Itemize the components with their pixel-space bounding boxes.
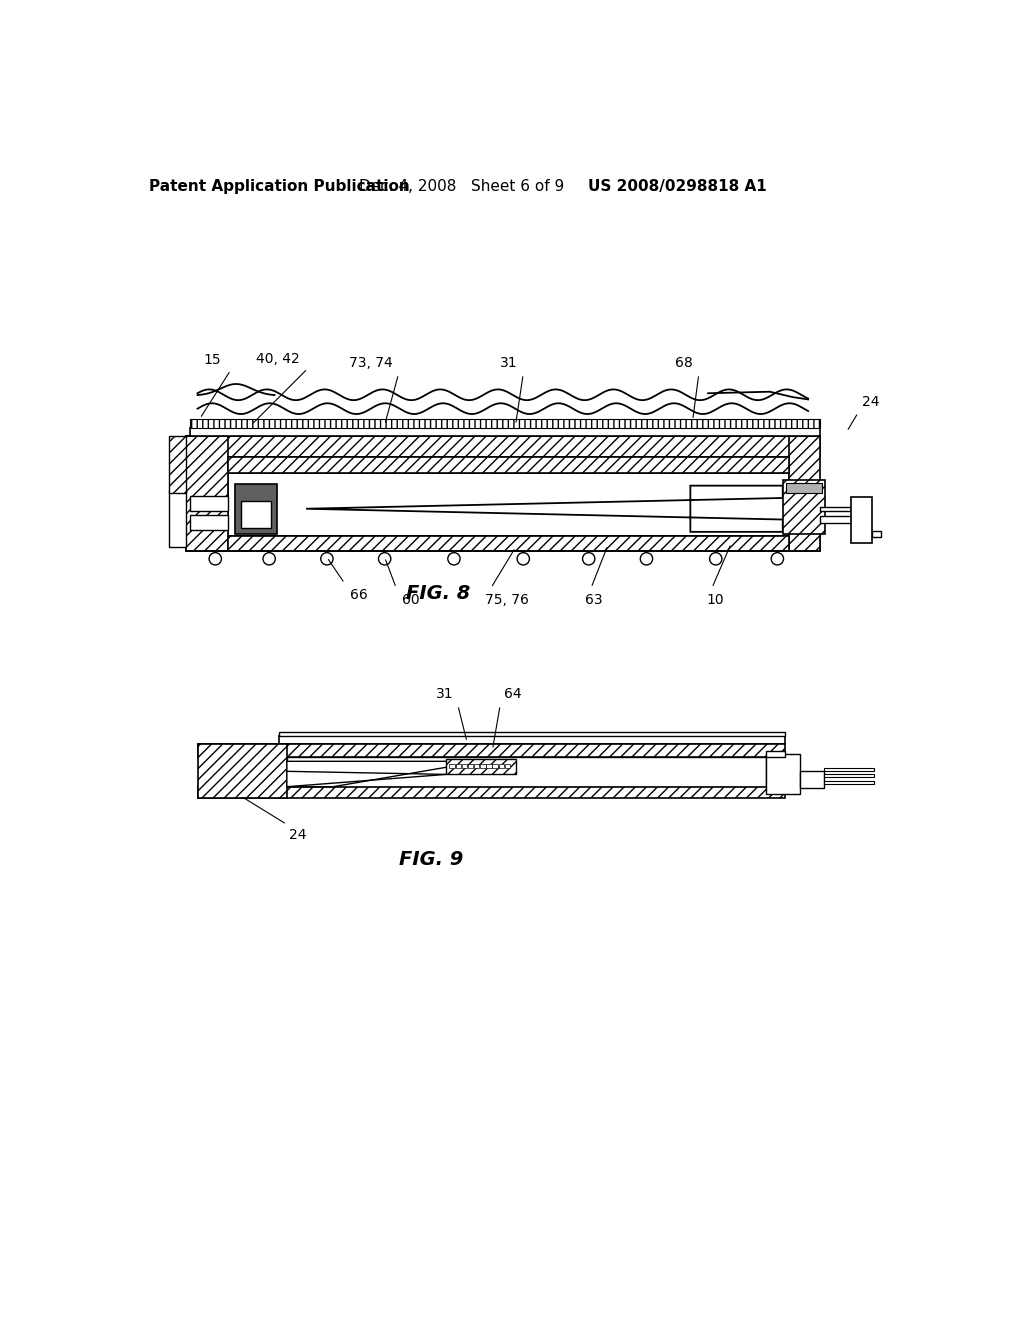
Bar [872, 531, 882, 537]
Text: 10: 10 [707, 593, 724, 607]
Circle shape [321, 553, 333, 565]
Bar [189, 515, 228, 531]
Bar [819, 507, 851, 511]
Bar [788, 436, 819, 552]
Text: 73, 74: 73, 74 [348, 356, 392, 370]
Circle shape [640, 553, 652, 565]
Text: 31: 31 [436, 688, 454, 701]
Bar [819, 516, 851, 523]
Bar [280, 733, 785, 737]
Bar [474, 763, 479, 768]
Bar [199, 787, 785, 797]
Text: Dec. 4, 2008   Sheet 6 of 9: Dec. 4, 2008 Sheet 6 of 9 [359, 180, 564, 194]
Bar [189, 418, 819, 428]
Polygon shape [287, 762, 481, 787]
Circle shape [209, 553, 221, 565]
Text: 24: 24 [862, 395, 880, 409]
Text: 60: 60 [401, 593, 419, 607]
Bar [456, 763, 461, 768]
Bar [450, 763, 455, 768]
Bar [468, 763, 473, 768]
Circle shape [710, 553, 722, 565]
Circle shape [263, 553, 275, 565]
Bar [782, 480, 825, 535]
Bar [199, 743, 785, 758]
Text: 31: 31 [500, 356, 517, 370]
Bar [228, 536, 788, 552]
Text: Patent Application Publication: Patent Application Publication [148, 180, 410, 194]
Bar [199, 743, 287, 797]
Bar [823, 775, 873, 777]
Bar [851, 498, 872, 544]
Bar [228, 457, 788, 473]
Text: 15: 15 [204, 352, 221, 367]
Bar [186, 436, 819, 457]
Circle shape [379, 553, 391, 565]
Circle shape [583, 553, 595, 565]
Bar [186, 536, 819, 552]
Bar [228, 473, 788, 536]
Bar [486, 763, 492, 768]
Bar [189, 428, 819, 436]
Bar [766, 751, 785, 758]
Bar [241, 502, 270, 528]
Text: 40, 42: 40, 42 [256, 351, 300, 366]
Bar [823, 780, 873, 784]
Bar [493, 763, 498, 768]
Bar [169, 490, 186, 548]
Text: US 2008/0298818 A1: US 2008/0298818 A1 [588, 180, 767, 194]
Text: 63: 63 [585, 593, 602, 607]
Bar [287, 758, 766, 787]
Circle shape [771, 553, 783, 565]
Text: 24: 24 [289, 829, 306, 842]
Bar [462, 763, 467, 768]
Bar [766, 755, 801, 795]
Circle shape [517, 553, 529, 565]
Text: FIG. 9: FIG. 9 [398, 850, 463, 869]
Text: 75, 76: 75, 76 [484, 593, 528, 607]
Polygon shape [306, 486, 782, 532]
Bar [280, 737, 785, 743]
Bar [499, 763, 504, 768]
Bar [480, 763, 485, 768]
Bar [189, 496, 228, 511]
Text: 66: 66 [350, 589, 368, 602]
Text: FIG. 8: FIG. 8 [407, 583, 471, 603]
Bar [446, 759, 515, 775]
Text: 68: 68 [675, 356, 692, 370]
Text: 64: 64 [504, 688, 521, 701]
Bar [785, 483, 822, 492]
Bar [505, 763, 510, 768]
Bar [823, 768, 873, 771]
Bar [186, 436, 228, 552]
Bar [169, 436, 186, 494]
Bar [801, 771, 823, 788]
Bar [234, 484, 276, 535]
Circle shape [447, 553, 460, 565]
